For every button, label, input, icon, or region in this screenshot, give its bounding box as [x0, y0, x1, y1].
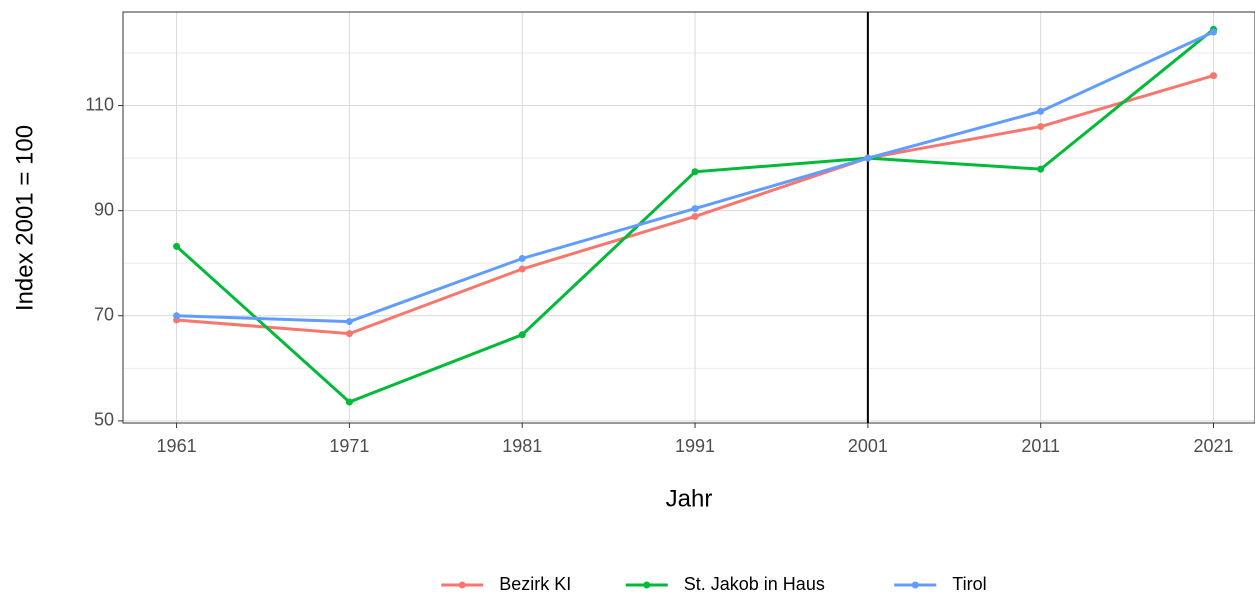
x-tick-label: 2021 — [1193, 436, 1233, 456]
y-axis-title: Index 2001 = 100 — [11, 125, 38, 311]
x-axis-title: Jahr — [666, 485, 713, 512]
legend-swatch-point — [643, 581, 651, 589]
data-point — [173, 312, 181, 320]
data-point — [691, 205, 699, 213]
x-tick-label: 1991 — [675, 436, 715, 456]
data-point — [1210, 28, 1218, 36]
data-point — [345, 330, 353, 338]
data-point — [518, 254, 526, 262]
legend-swatch-point — [911, 581, 919, 589]
data-point — [1210, 72, 1218, 80]
y-tick-label: 50 — [94, 410, 114, 430]
data-point — [1037, 107, 1045, 115]
x-tick-label: 2011 — [1021, 436, 1060, 456]
data-point — [345, 318, 353, 326]
data-point — [691, 168, 699, 176]
data-point — [345, 398, 353, 406]
data-point — [1037, 123, 1045, 131]
y-tick-label: 90 — [94, 199, 114, 219]
panel-border — [122, 11, 1255, 424]
legend-swatch-point — [458, 581, 466, 589]
x-tick-label: 1971 — [329, 436, 369, 456]
legend-label: Bezirk KI — [499, 574, 571, 594]
legend-label: St. Jakob in Haus — [684, 574, 825, 594]
data-point — [1037, 165, 1045, 173]
x-tick-label: 1981 — [502, 436, 542, 456]
data-point — [691, 212, 699, 220]
y-tick-label: 70 — [94, 305, 114, 325]
data-point — [518, 265, 526, 273]
x-tick-label: 2001 — [848, 436, 888, 456]
data-point — [518, 331, 526, 339]
legend-label: Tirol — [952, 574, 986, 594]
data-point — [864, 154, 872, 162]
data-point — [173, 242, 181, 250]
y-tick-label: 110 — [85, 94, 114, 114]
x-tick-label: 1961 — [157, 436, 197, 456]
